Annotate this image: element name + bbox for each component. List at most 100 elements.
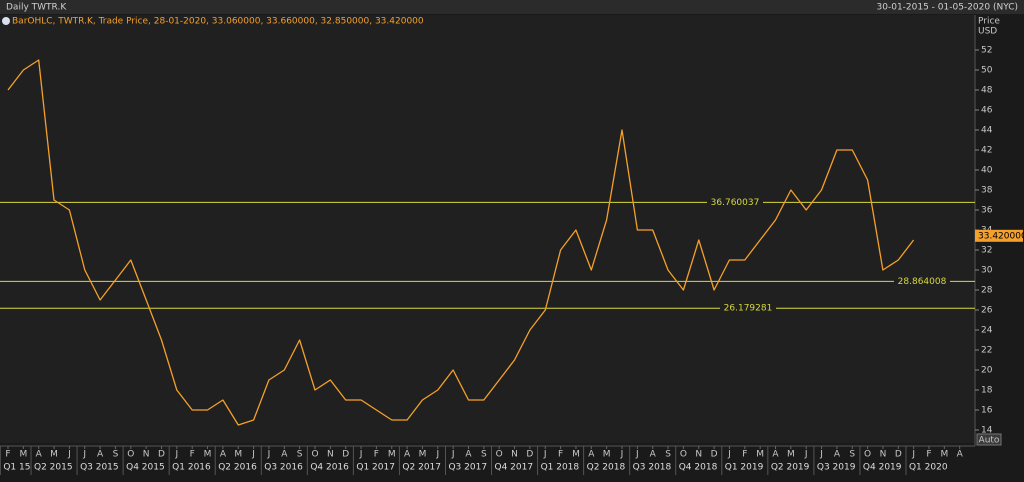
plot-area [0, 15, 975, 443]
y-tick-label: 38 [981, 186, 993, 196]
y-tick-label: 42 [981, 146, 992, 156]
x-tick-label: A [281, 450, 288, 460]
x-tick-label: J [635, 450, 639, 460]
y-tick-label: 50 [981, 66, 993, 76]
y-tick-label: 46 [981, 106, 993, 116]
quarter-label: Q3 2018 [633, 463, 672, 473]
level-label: 36.760037 [711, 198, 760, 208]
x-tick-label: M [419, 450, 427, 460]
quarter-label: Q4 2017 [495, 463, 534, 473]
quarter-label: Q1 2019 [725, 463, 764, 473]
x-tick-label: J [267, 450, 271, 460]
x-tick-label: J [451, 450, 455, 460]
quarter-label: Q2 2019 [771, 463, 810, 473]
y-tick-label: 22 [981, 346, 992, 356]
x-tick-label: O [127, 450, 134, 460]
x-tick-label: A [957, 450, 964, 460]
y-tick-label: 14 [981, 426, 993, 436]
legend-icon [2, 17, 10, 25]
y-tick-label: 26 [981, 306, 993, 316]
x-tick-label: S [113, 450, 119, 460]
x-tick-label: A [404, 450, 411, 460]
x-tick-label: N [511, 450, 518, 460]
y-tick-label: 40 [981, 166, 993, 176]
y-tick-label: 24 [981, 326, 993, 336]
x-tick-label: M [603, 450, 611, 460]
x-tick-label: M [787, 450, 795, 460]
quarter-label: Q1 2016 [172, 463, 211, 473]
quarter-label: Q3 2019 [817, 463, 856, 473]
level-label-bg [720, 303, 776, 314]
level-label: 28.864008 [898, 277, 947, 287]
level-label: 26.179281 [724, 304, 773, 314]
x-tick-label: D [895, 450, 902, 460]
x-tick-label: J [819, 450, 823, 460]
y-tick-label: 16 [981, 406, 993, 416]
quarter-label: Q4 2018 [679, 463, 718, 473]
x-tick-label: F [190, 450, 195, 460]
auto-button-label[interactable]: Auto [979, 436, 1000, 446]
x-tick-label: N [695, 450, 702, 460]
y-axis-title: USD [978, 27, 997, 37]
x-tick-label: A [220, 450, 227, 460]
quarter-label: Q2 2016 [218, 463, 257, 473]
x-tick-label: D [711, 450, 718, 460]
y-tick-label: 32 [981, 246, 992, 256]
x-tick-label: J [543, 450, 547, 460]
x-tick-label: M [388, 450, 396, 460]
x-tick-label: D [342, 450, 349, 460]
quarter-label: Q2 2017 [402, 463, 441, 473]
x-tick-label: O [311, 450, 318, 460]
x-tick-label: O [680, 450, 687, 460]
x-tick-label: J [911, 450, 915, 460]
y-tick-label: 48 [981, 86, 993, 96]
x-tick-label: M [204, 450, 212, 460]
y-tick-label: 18 [981, 386, 993, 396]
level-label-bg [707, 197, 763, 208]
price-line [7, 59, 915, 426]
x-tick-label: S [665, 450, 671, 460]
header-bar [0, 0, 1024, 14]
quarter-label: Q2 2018 [587, 463, 626, 473]
x-tick-label: J [251, 450, 255, 460]
auto-button[interactable] [976, 433, 1002, 446]
quarter-label: Q4 2015 [126, 463, 165, 473]
x-tick-label: J [67, 450, 71, 460]
x-tick-label: F [374, 450, 379, 460]
x-tick-label: F [926, 450, 931, 460]
x-tick-label: S [849, 450, 855, 460]
quarter-label: Q2 2015 [34, 463, 73, 473]
x-tick-label: A [36, 450, 43, 460]
x-tick-label: M [234, 450, 242, 460]
quarter-label: Q3 2016 [264, 463, 303, 473]
date-range: 30-01-2015 - 01-05-2020 (NYC) [877, 3, 1018, 13]
quarter-label: Q1 2017 [356, 463, 395, 473]
x-tick-label: J [804, 450, 808, 460]
x-tick-label: O [864, 450, 871, 460]
x-tick-label: J [175, 450, 179, 460]
legend-entry: BarOHLC, TWTR.K, Trade Price, 28-01-2020… [12, 17, 424, 27]
x-tick-label: A [97, 450, 104, 460]
quarter-label: Q3 2015 [80, 463, 119, 473]
x-tick-label: D [526, 450, 533, 460]
x-tick-label: J [435, 450, 439, 460]
x-tick-label: A [650, 450, 657, 460]
y-tick-label: 28 [981, 286, 993, 296]
chart-title: Daily TWTR.K [6, 3, 67, 13]
y-tick-label: 52 [981, 46, 992, 56]
y-tick-label: 30 [981, 266, 993, 276]
x-tick-label: N [327, 450, 334, 460]
x-tick-label: A [834, 450, 841, 460]
y-axis-title: Price [978, 17, 1000, 27]
x-tick-label: J [359, 450, 363, 460]
x-tick-label: S [481, 450, 487, 460]
x-tick-label: N [880, 450, 887, 460]
x-tick-label: S [297, 450, 303, 460]
x-tick-label: F [742, 450, 747, 460]
x-tick-label: J [620, 450, 624, 460]
x-tick-label: N [143, 450, 150, 460]
quarter-label: Q4 2019 [863, 463, 902, 473]
quarter-label: Q1 2018 [541, 463, 580, 473]
x-tick-label: M [50, 450, 58, 460]
last-price-box [975, 229, 1023, 242]
